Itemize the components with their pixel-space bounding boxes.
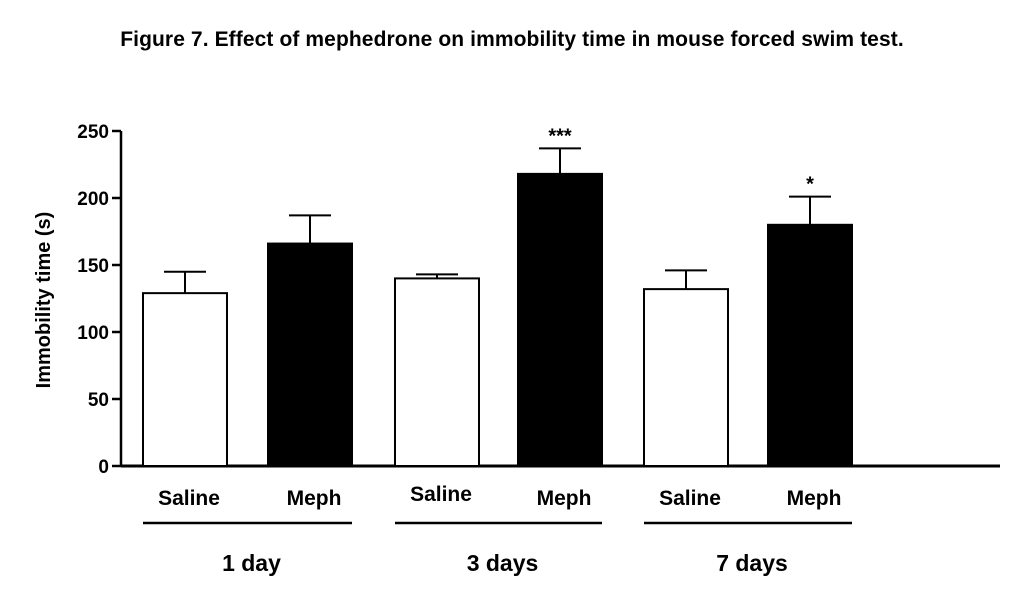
group-label: 1 day — [222, 550, 281, 576]
significance-marker: * — [806, 174, 814, 196]
y-tick-label: 50 — [88, 390, 109, 411]
chart-title: Figure 7. Effect of mephedrone on immobi… — [120, 28, 904, 51]
bar — [394, 277, 480, 467]
y-axis: 0 50 100 150 200 250 — [77, 122, 123, 478]
bar — [643, 288, 729, 467]
y-tick-label: 0 — [98, 457, 109, 478]
bar — [142, 292, 228, 468]
x-tick-label: Meph — [537, 487, 592, 510]
y-tick-label: 200 — [77, 189, 109, 210]
y-tick-label: 150 — [77, 256, 109, 277]
x-labels: Saline Meph 1 day Saline Meph 3 days Saline Mep… — [143, 483, 852, 576]
x-tick-label: Meph — [787, 487, 842, 510]
y-tick-label: 100 — [77, 323, 109, 344]
y-tick-label: 250 — [77, 122, 109, 143]
x-tick-label: Saline — [410, 483, 472, 506]
bars: **** — [142, 125, 853, 468]
y-axis-label: Immobility time (s) — [33, 212, 55, 389]
group-label: 3 days — [467, 550, 539, 576]
x-tick-label: Meph — [287, 487, 342, 510]
significance-marker: *** — [548, 125, 572, 147]
x-tick-label: Saline — [158, 487, 220, 510]
bar — [267, 242, 353, 467]
bar — [517, 172, 603, 467]
bar — [767, 223, 853, 467]
x-tick-label: Saline — [659, 487, 721, 510]
group-label: 7 days — [716, 550, 788, 576]
